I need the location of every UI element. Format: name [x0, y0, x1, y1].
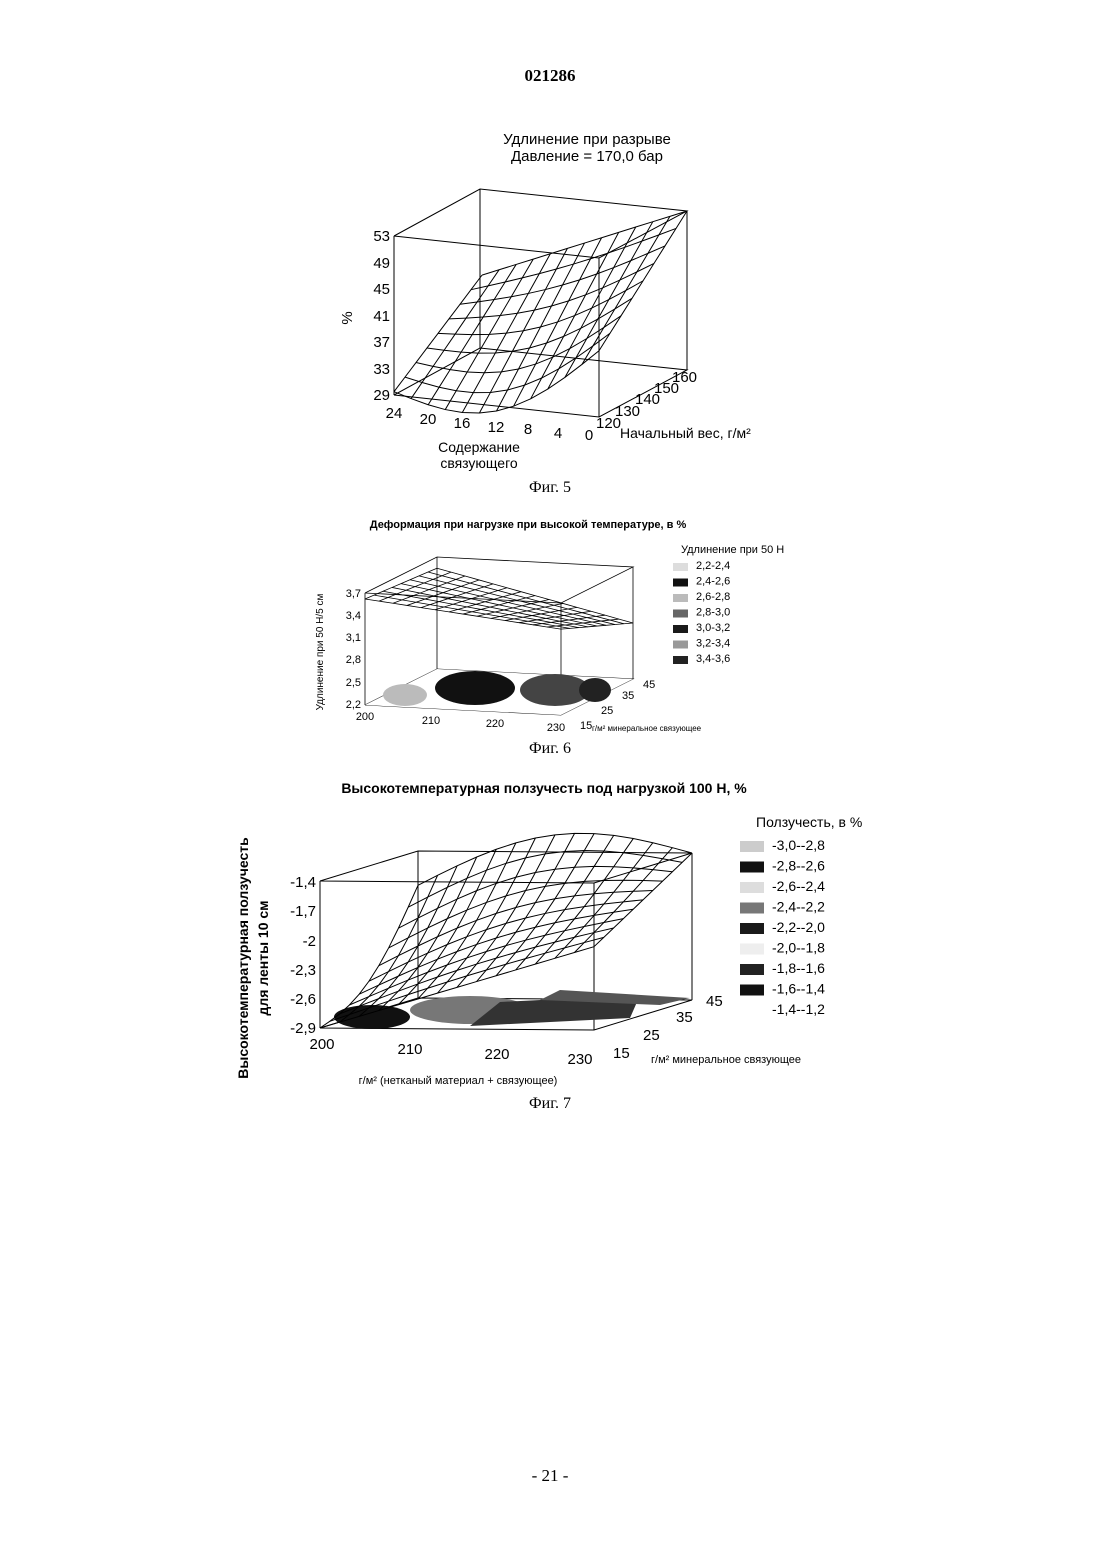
fig7-z-tick: -2	[303, 933, 316, 950]
fig7-legend-label: -1,4--1,2	[772, 1001, 825, 1017]
fig7-mesh-line-y	[398, 866, 672, 928]
fig7-z-tick: -2,9	[290, 1020, 316, 1037]
fig7-legend-swatch	[740, 862, 764, 873]
page-number: - 21 -	[0, 1466, 1100, 1486]
fig7-z-ticks: -1,4 -1,7 -2 -2,3 -2,6 -2,9	[290, 874, 316, 1037]
fig7-x-label: г/м² (нетканый материал + связующее)	[359, 1075, 558, 1087]
fig7-y-tick: 45	[706, 993, 723, 1010]
fig7-legend-swatch	[740, 985, 764, 996]
fig7-z-tick: -1,7	[290, 903, 316, 920]
fig7-x-tick: 220	[484, 1046, 509, 1063]
fig7-legend-title: Ползучесть, в %	[756, 814, 862, 830]
fig7-legend-label: -2,8--2,6	[772, 858, 825, 874]
fig7-x-ticks: 200 210 220 230	[309, 1036, 592, 1068]
fig7-title: Высокотемпературная ползучесть под нагру…	[341, 780, 747, 796]
fig7-legend-swatch	[740, 923, 764, 934]
fig7-y-tick: 25	[643, 1027, 660, 1044]
fig7-legend-swatch	[740, 903, 764, 914]
fig7-legend-swatch	[740, 944, 764, 955]
fig7-legend-label: -1,6--1,4	[772, 981, 825, 997]
fig7-legend-label: -2,4--2,2	[772, 899, 825, 915]
fig7-x-tick: 210	[397, 1041, 422, 1058]
fig7-z-label-line-1: Высокотемпературная ползучесть	[235, 837, 251, 1079]
fig7-legend-swatch	[740, 882, 764, 893]
fig7-x-tick: 200	[309, 1036, 334, 1053]
fig7-mesh-line-x	[359, 866, 457, 1017]
fig7-caption: Фиг. 7	[529, 1095, 571, 1112]
fig7-legend-label: -2,6--2,4	[772, 878, 825, 894]
fig7-y-label: г/м² минеральное связующее	[651, 1054, 801, 1066]
fig7-legend: -3,0--2,8 -2,8--2,6 -2,6--2,4 -2,4--2,2 -2,2…	[740, 837, 825, 1017]
fig7-mesh-line-x	[535, 839, 633, 965]
fig7-legend-label: -1,8--1,6	[772, 960, 825, 976]
fig7-legend-label: -2,0--1,8	[772, 940, 825, 956]
fig7-z-label-line-2: для ленты 10 см	[255, 900, 271, 1015]
fig7-mesh-line-y	[389, 880, 663, 948]
fig7-z-tick: -1,4	[290, 874, 316, 891]
fig7-mesh-line-y	[369, 900, 643, 981]
fig7-legend-swatch	[740, 964, 764, 975]
fig7-mesh-line-y	[408, 851, 682, 908]
fig7-legend-swatch	[740, 841, 764, 852]
fig7-mesh-line-x	[516, 835, 614, 970]
fig7-z-tick: -2,6	[290, 991, 316, 1008]
fig7-y-tick: 35	[676, 1009, 693, 1026]
fig7-legend-label: -2,2--2,0	[772, 919, 825, 935]
fig7-legend-label: -3,0--2,8	[772, 837, 825, 853]
fig7-legend-swatch	[740, 1005, 764, 1016]
fig7-y-tick: 15	[613, 1045, 630, 1062]
fig7-x-tick: 230	[567, 1051, 592, 1068]
figure-7-creep-chart: Высокотемпературная ползучесть под нагру…	[0, 0, 1100, 1120]
fig7-z-tick: -2,3	[290, 962, 316, 979]
fig7-mesh-line-y	[418, 833, 692, 885]
